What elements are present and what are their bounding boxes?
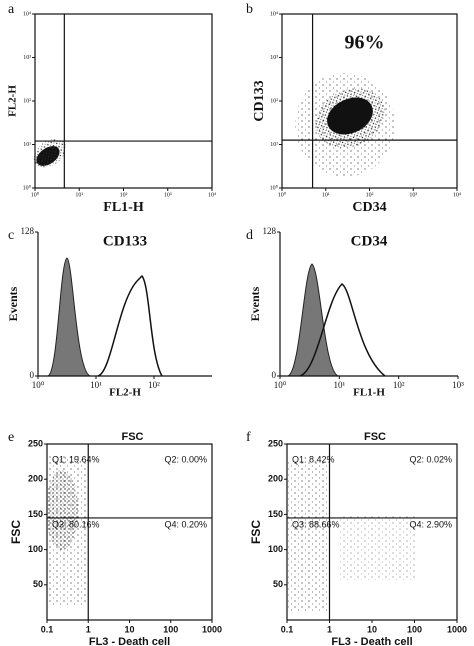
x-tick-label: 100 bbox=[163, 624, 178, 634]
x-axis-label: FL3 - Death cell bbox=[89, 636, 170, 646]
quadrant-label: Q3: 88.66% bbox=[292, 519, 340, 529]
y-tick-label: 10¹ bbox=[23, 142, 31, 148]
x-axis-label: FL1-H bbox=[353, 387, 385, 399]
x-tick-label: 1 bbox=[86, 624, 91, 634]
x-axis-label: FL2-H bbox=[109, 387, 141, 399]
panel-label: d bbox=[246, 228, 253, 243]
y-tick-label: 10³ bbox=[23, 55, 31, 61]
histogram-curves bbox=[47, 257, 386, 377]
panel-label: c bbox=[8, 228, 14, 243]
x-tick-label: 10¹ bbox=[75, 192, 83, 198]
x-tick-label: 10² bbox=[120, 192, 128, 198]
x-tick-label: 10¹ bbox=[90, 380, 102, 390]
y-tick-label: 10⁰ bbox=[270, 184, 279, 191]
y-tick-label: 100 bbox=[268, 544, 283, 554]
x-tick-label: 10 bbox=[124, 624, 134, 634]
y-tick-label: 10⁰ bbox=[23, 184, 32, 191]
x-tick-label: 10² bbox=[393, 380, 405, 390]
y-tick-label: 50 bbox=[273, 579, 283, 589]
panel-title: CD133 bbox=[103, 233, 147, 249]
y-tick-label: 10² bbox=[270, 98, 278, 104]
y-axis-label: CD133 bbox=[252, 80, 267, 121]
x-tick-label: 10⁰ bbox=[274, 380, 287, 390]
x-tick-label: 0.1 bbox=[281, 624, 294, 634]
x-tick-label: 10⁴ bbox=[453, 192, 461, 198]
quadrant-label: Q4: 0.20% bbox=[164, 519, 207, 529]
y-tick-label: 10⁴ bbox=[23, 11, 31, 17]
quadrant-label: Q3: 80.16% bbox=[52, 519, 100, 529]
x-tick-label: 1000 bbox=[447, 624, 467, 634]
x-axis-label: FL1-H bbox=[103, 200, 144, 215]
y-tick-label: 150 bbox=[28, 509, 43, 519]
panel-label: b bbox=[246, 2, 253, 17]
x-tick-label: 10² bbox=[148, 380, 160, 390]
y-tick-label: 200 bbox=[28, 474, 43, 484]
quadrant-label: Q4: 2.90% bbox=[409, 519, 452, 529]
y-tick-label: 10² bbox=[23, 98, 31, 104]
y-axis-label: FSC bbox=[249, 520, 263, 544]
x-tick-label: 10¹ bbox=[322, 192, 330, 198]
y-tick-label: 200 bbox=[268, 474, 283, 484]
cell-clouds bbox=[33, 73, 415, 612]
x-tick-label: 10 bbox=[367, 624, 377, 634]
panel-title: CD34 bbox=[351, 233, 388, 249]
x-tick-label: 100 bbox=[407, 624, 422, 634]
percent-annotation: 96% bbox=[345, 32, 385, 54]
x-tick-label: 1 bbox=[327, 624, 332, 634]
y-axis-label: FL2-H bbox=[7, 85, 19, 117]
y-tick-label: 0 bbox=[272, 370, 277, 380]
panel-label: f bbox=[246, 430, 251, 445]
x-tick-label: 10⁰ bbox=[278, 191, 287, 198]
panel-title: FSC bbox=[364, 431, 386, 443]
plot-frame bbox=[34, 13, 213, 189]
panel-label: e bbox=[8, 430, 14, 445]
x-axis-label: FL3 - Death cell bbox=[331, 636, 412, 646]
x-tick-label: 10¹ bbox=[333, 380, 345, 390]
y-axis-label: Events bbox=[6, 286, 20, 321]
x-tick-label: 10² bbox=[366, 192, 374, 198]
y-tick-label: 10³ bbox=[270, 55, 278, 61]
x-tick-label: 10³ bbox=[452, 380, 464, 390]
panel-label: a bbox=[8, 2, 15, 17]
quadrant-label: Q2: 0.00% bbox=[164, 454, 207, 464]
y-tick-label: 0 bbox=[30, 370, 35, 380]
x-tick-label: 1000 bbox=[202, 624, 222, 634]
quadrant-label: Q1: 19.64% bbox=[52, 454, 100, 464]
x-tick-label: 10⁰ bbox=[32, 380, 45, 390]
y-tick-label: 128 bbox=[263, 226, 277, 236]
y-axis-label: Events bbox=[248, 286, 262, 321]
x-tick-label: 0.1 bbox=[41, 624, 54, 634]
y-tick-label: 250 bbox=[28, 438, 43, 448]
y-tick-label: 10⁴ bbox=[270, 11, 278, 17]
y-tick-label: 10¹ bbox=[270, 142, 278, 148]
y-tick-label: 100 bbox=[28, 544, 43, 554]
y-tick-label: 150 bbox=[268, 509, 283, 519]
x-tick-label: 10³ bbox=[164, 192, 172, 198]
quadrant-label: Q1: 8.42% bbox=[292, 454, 335, 464]
y-tick-label: 50 bbox=[33, 579, 43, 589]
panel-title: FSC bbox=[122, 431, 144, 443]
x-axis-label: CD34 bbox=[352, 200, 386, 215]
y-axis-label: FSC bbox=[9, 520, 23, 544]
quadrant-label: Q2: 0.02% bbox=[409, 454, 452, 464]
x-tick-label: 10⁰ bbox=[31, 191, 40, 198]
y-tick-label: 250 bbox=[268, 438, 283, 448]
y-tick-label: 128 bbox=[21, 226, 35, 236]
x-tick-label: 10³ bbox=[409, 192, 417, 198]
x-tick-label: 10⁴ bbox=[208, 192, 216, 198]
